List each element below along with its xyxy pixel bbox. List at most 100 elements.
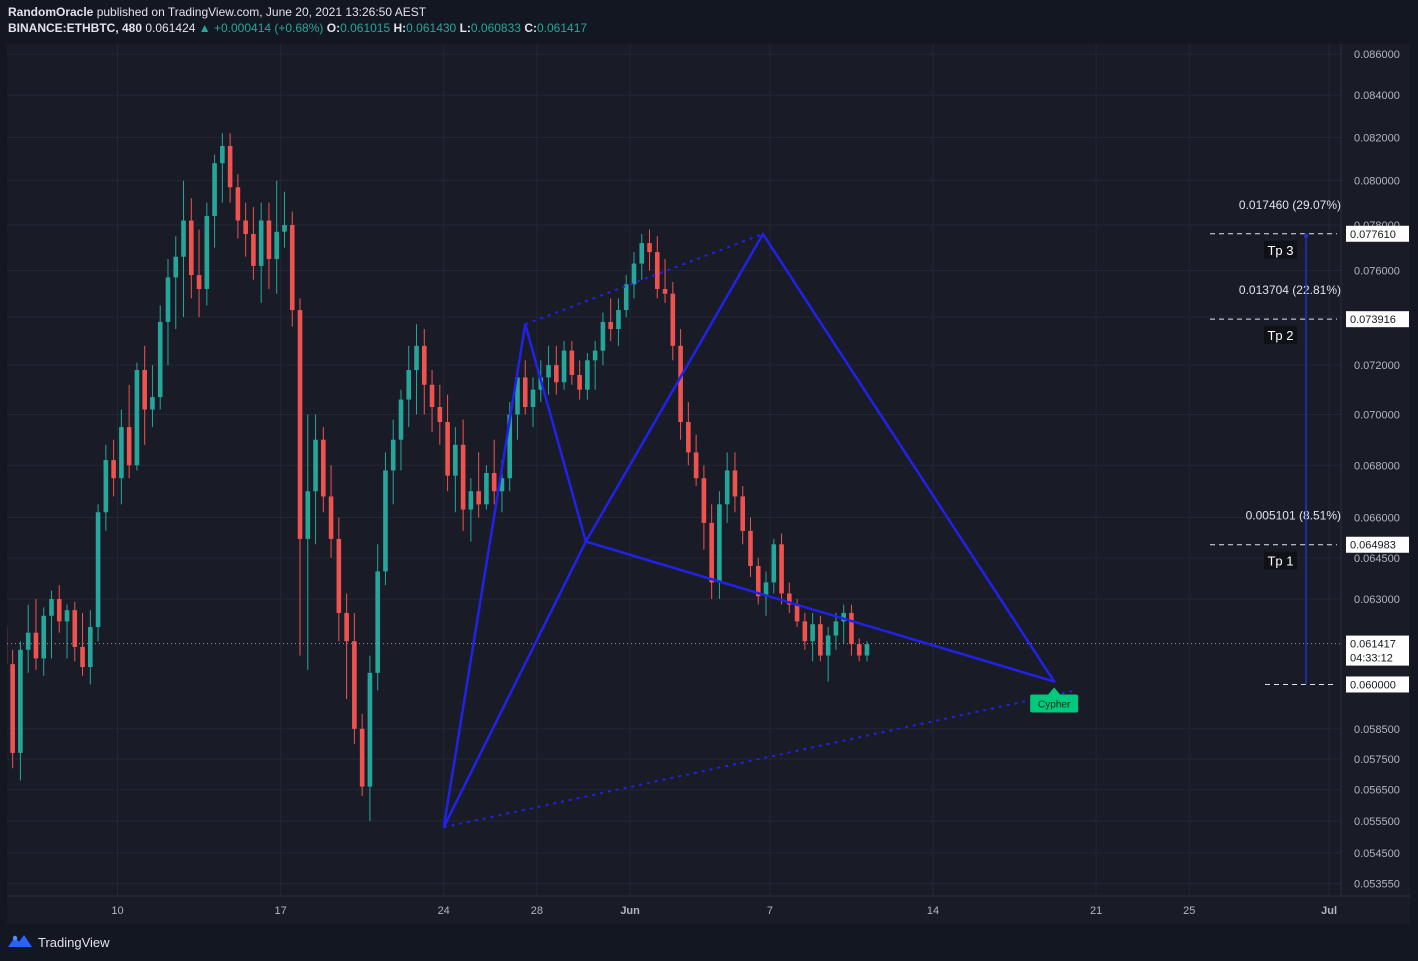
candle-body xyxy=(639,243,645,264)
candle-body xyxy=(274,231,280,259)
candle-body xyxy=(41,615,47,659)
candle-body xyxy=(833,621,839,636)
cypher-badge[interactable] xyxy=(1030,694,1079,713)
candle-body xyxy=(779,544,784,594)
candle-body xyxy=(282,224,287,232)
pattern-xb-leg[interactable] xyxy=(442,541,587,828)
candle-body xyxy=(10,664,15,753)
time-tick-label: 24 xyxy=(438,905,450,917)
price-tick-label: 0.066000 xyxy=(1354,513,1400,525)
time-tick-label: Jul xyxy=(1321,905,1337,917)
symbol-label[interactable]: BINANCE:ETHBTC, 480 xyxy=(8,21,143,35)
price-tick-label: 0.056500 xyxy=(1354,785,1400,797)
candle-body xyxy=(367,672,373,787)
grid-lines xyxy=(7,44,1341,896)
candle-body xyxy=(740,496,746,531)
candle-body xyxy=(305,491,311,539)
candle-body xyxy=(336,538,342,613)
candle-body xyxy=(72,610,78,647)
chart-pane[interactable]: 0.017460 (29.07%) Tp 3 0.013704 (22.81%) Tp… xyxy=(2,44,1410,924)
candle-body xyxy=(142,370,147,410)
candle-body xyxy=(375,571,380,673)
candle-body xyxy=(522,377,528,408)
target-diff-label: 0.005101 (8.51%) xyxy=(1246,509,1341,523)
candle-body xyxy=(755,565,761,597)
time-tick-label: 25 xyxy=(1183,905,1195,917)
candle-body xyxy=(546,365,551,378)
candle-body xyxy=(390,439,396,471)
chart-canvas[interactable]: 0.017460 (29.07%) Tp 3 0.013704 (22.81%) Tp… xyxy=(2,44,1410,924)
candle-body xyxy=(227,145,233,188)
candle-body xyxy=(616,310,621,330)
price-tick-label: 0.063000 xyxy=(1354,594,1400,606)
ohlc-line: BINANCE:ETHBTC, 480 0.061424 ▲ +0.000414… xyxy=(8,20,587,36)
price-tick-label: 0.057500 xyxy=(1354,754,1400,766)
candle-body xyxy=(64,610,70,622)
close-label: C: xyxy=(524,21,537,35)
price-tick-label: 0.086000 xyxy=(1354,49,1400,61)
candle-body xyxy=(849,612,854,645)
target-levels: 0.017460 (29.07%) Tp 3 0.013704 (22.81%) Tp… xyxy=(7,198,1341,685)
candle-body xyxy=(763,582,769,597)
candle-body xyxy=(654,252,660,290)
candle-body xyxy=(802,621,808,642)
target-name: Tp 2 xyxy=(1267,328,1293,343)
candle-body xyxy=(460,444,466,510)
candle-body xyxy=(554,365,559,383)
candle-body xyxy=(585,360,590,390)
high-label: H: xyxy=(393,21,407,35)
target-name-bg xyxy=(1264,240,1297,259)
candle-body xyxy=(491,473,497,492)
candle-body xyxy=(623,284,629,311)
candle-body xyxy=(352,641,357,729)
candle-body xyxy=(328,496,334,539)
candle-body xyxy=(484,473,489,505)
candle-body xyxy=(732,470,738,497)
publish-info: published on TradingView.com, June 20, 2… xyxy=(96,5,427,19)
price-tick-label: 0.072000 xyxy=(1354,360,1400,372)
pattern-ac-dotted[interactable] xyxy=(524,233,764,326)
tradingview-logo-icon[interactable] xyxy=(8,934,32,951)
price-change: ▲ +0.000414 (+0.68%) xyxy=(198,21,324,35)
cypher-pattern[interactable]: Cypher xyxy=(442,232,1079,829)
target-name-bg xyxy=(1264,551,1297,570)
time-axis[interactable]: 10 17 24 28 Jun 7 14 21 25 Jul xyxy=(7,895,1410,917)
candle-body xyxy=(608,321,613,330)
candle-body xyxy=(289,224,295,311)
low-label: L: xyxy=(459,21,471,35)
target-diff-label: 0.013704 (22.81%) xyxy=(1239,283,1341,297)
candle-body xyxy=(841,612,846,622)
candle-body xyxy=(577,374,582,390)
candle-body xyxy=(530,389,536,408)
target-diff-label: 0.017460 (29.07%) xyxy=(1239,198,1341,212)
pattern-legs[interactable] xyxy=(442,232,1056,828)
candle-body xyxy=(188,220,194,276)
last-price-box xyxy=(1346,635,1409,666)
price-tick-label: 0.054500 xyxy=(1354,848,1400,860)
candles xyxy=(2,133,870,821)
target-name: Tp 3 xyxy=(1267,243,1293,258)
candle-body xyxy=(344,612,349,642)
candle-body xyxy=(825,635,831,656)
candle-body xyxy=(818,624,823,656)
candle-body xyxy=(173,256,179,278)
candle-body xyxy=(421,345,427,385)
candle-body xyxy=(678,345,683,423)
candle-body xyxy=(709,522,714,583)
price-axis[interactable]: 0.0860000.0840000.0820000.0800000.078000… xyxy=(1340,44,1409,896)
time-tick-label: Jun xyxy=(620,905,640,917)
time-tick-label: 14 xyxy=(927,905,939,917)
author-name[interactable]: RandomOracle xyxy=(8,5,94,19)
candle-body xyxy=(670,293,676,346)
target-price-box-text: 0.077610 xyxy=(1350,229,1396,241)
candle-body xyxy=(445,422,450,476)
projection-cap xyxy=(1304,233,1308,238)
candle-body xyxy=(810,624,815,642)
candle-body xyxy=(80,646,85,668)
candle-body xyxy=(717,504,722,583)
brand-label[interactable]: TradingView xyxy=(38,934,110,950)
footer: TradingView xyxy=(8,932,110,952)
candle-body xyxy=(111,460,116,479)
time-tick-label: 17 xyxy=(274,905,286,917)
price-tick-label: 0.084000 xyxy=(1354,90,1400,102)
